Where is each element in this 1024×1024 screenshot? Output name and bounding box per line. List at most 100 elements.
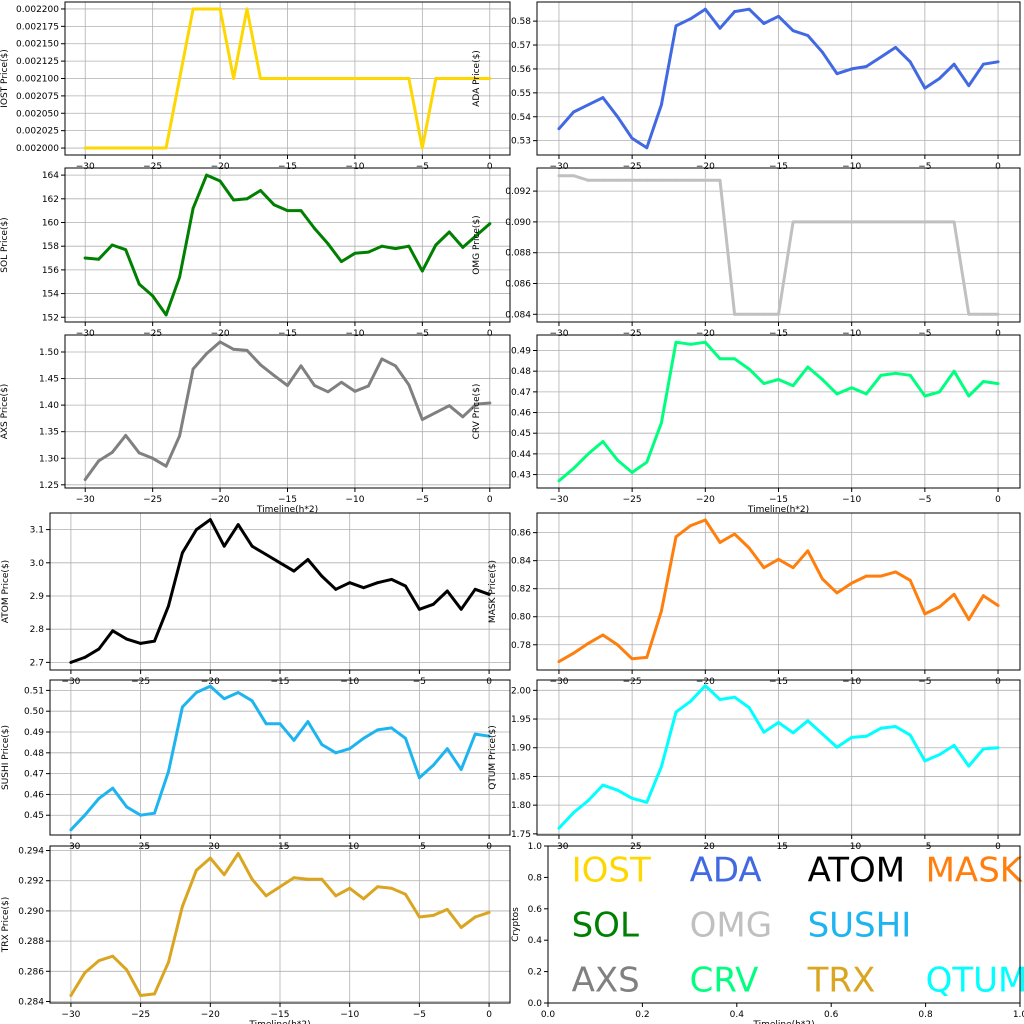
data-point-sushi [376, 728, 379, 732]
data-point-crv [572, 466, 575, 470]
x-tick-label: −25 [623, 842, 642, 852]
data-point-iost [97, 146, 101, 150]
y-tick-label: 0.8 [528, 873, 543, 883]
data-point-mask [718, 541, 722, 544]
y-tick-label: 152 [42, 313, 59, 323]
plot-frame [547, 845, 1021, 1004]
data-point-sol [151, 294, 155, 298]
legend-label-iost: IOST [572, 851, 651, 891]
data-point-trx [236, 852, 240, 855]
data-point-sol [420, 269, 424, 273]
data-point-axs [313, 384, 316, 387]
data-point-omg [747, 312, 751, 316]
data-point-ada [996, 60, 1000, 64]
x-tick-label: −20 [696, 162, 715, 172]
x-tick-label: −30 [549, 495, 568, 505]
data-point-axs [97, 459, 101, 463]
data-point-sol [326, 242, 330, 246]
data-point-mask [982, 594, 985, 598]
data-point-axs [259, 363, 262, 367]
data-point-mask [601, 633, 605, 637]
x-tick-label: −15 [271, 1010, 290, 1020]
x-tick-label: 0.0 [541, 1010, 556, 1020]
data-point-ada [923, 86, 927, 90]
data-point-ada [601, 96, 605, 100]
data-point-qtum [894, 725, 897, 728]
data-point-crv [660, 421, 663, 425]
x-tick-label: 0 [486, 1010, 492, 1020]
data-point-mask [645, 655, 649, 659]
data-point-iost [434, 77, 438, 80]
y-tick-label: 0.286 [18, 967, 44, 977]
data-point-atom [362, 586, 366, 590]
data-point-trx [69, 994, 73, 997]
y-axis-label: TRX Price($) [1, 897, 11, 953]
data-point-omg [660, 178, 663, 182]
data-point-mask [952, 592, 956, 596]
data-point-atom [431, 602, 435, 606]
y-tick-label: 0.53 [511, 137, 531, 147]
data-point-mask [864, 574, 868, 578]
data-point-atom [194, 528, 198, 531]
data-point-iost [313, 77, 316, 80]
data-point-sushi [292, 738, 296, 742]
x-tick-label: 0.4 [730, 1010, 745, 1020]
data-point-sol [380, 244, 384, 248]
chart-panel-qtum: −30 −25 −20 −15 −10 −5 0 1.75 1.80 1.85 1.90 1.95 2.… [488, 679, 1021, 852]
y-tick-label: 0.090 [505, 218, 531, 228]
y-tick-label: 0.80 [511, 613, 531, 623]
plot-frame [49, 512, 511, 671]
data-point-iost [407, 77, 411, 80]
x-tick-label: −20 [696, 329, 715, 339]
data-point-sushi [390, 726, 393, 730]
data-point-iost [447, 77, 451, 80]
data-point-iost [488, 77, 492, 80]
data-point-ada [982, 62, 985, 66]
x-tick-label: 0 [487, 329, 493, 339]
y-tick-label: 1.45 [39, 375, 59, 385]
x-tick-label: −15 [769, 842, 788, 852]
x-tick-label: −25 [623, 495, 642, 505]
x-tick-label: −20 [696, 495, 715, 505]
data-point-ada [952, 62, 956, 66]
data-point-qtum [938, 753, 941, 757]
data-point-atom [390, 577, 393, 581]
data-point-atom [69, 660, 73, 664]
data-point-sol [205, 173, 208, 177]
data-point-sol [488, 222, 492, 226]
data-point-omg [879, 220, 883, 224]
data-point-sushi [431, 763, 435, 767]
data-point-trx [208, 856, 212, 860]
y-tick-label: 164 [42, 171, 59, 181]
y-tick-label: 0.56 [511, 65, 531, 75]
data-point-crv [557, 479, 561, 483]
data-point-iost [191, 7, 195, 11]
data-point-sushi [167, 770, 170, 773]
data-point-qtum [572, 811, 575, 815]
x-tick-label: 0.6 [824, 1010, 839, 1020]
data-point-crv [674, 340, 678, 344]
x-tick-label: −20 [696, 842, 715, 852]
data-point-trx [194, 868, 198, 872]
data-point-crv [864, 392, 868, 396]
x-tick-label: 0.8 [918, 1010, 933, 1020]
legend-label-trx: TRX [807, 960, 876, 1000]
y-tick-label: 0.002075 [16, 92, 59, 102]
y-tick-label: 1.80 [511, 801, 531, 811]
y-tick-label: 0.292 [18, 877, 44, 887]
data-point-iost [151, 146, 155, 150]
data-point-qtum [777, 721, 780, 724]
data-point-sol [259, 189, 262, 192]
plot-frame [64, 167, 511, 323]
data-point-axs [245, 349, 249, 352]
data-point-atom [208, 518, 212, 522]
data-point-atom [417, 607, 421, 611]
x-tick-label: −10 [842, 842, 861, 852]
data-point-qtum [879, 726, 883, 730]
data-point-trx [417, 915, 421, 919]
data-point-axs [286, 384, 289, 387]
data-point-qtum [616, 788, 619, 792]
data-point-trx [306, 877, 310, 881]
data-point-omg [557, 174, 561, 178]
chart-panel-omg: −30 −25 −20 −15 −10 −5 0 0.084 0.086 0.088 0.090 0.… [472, 167, 1021, 339]
